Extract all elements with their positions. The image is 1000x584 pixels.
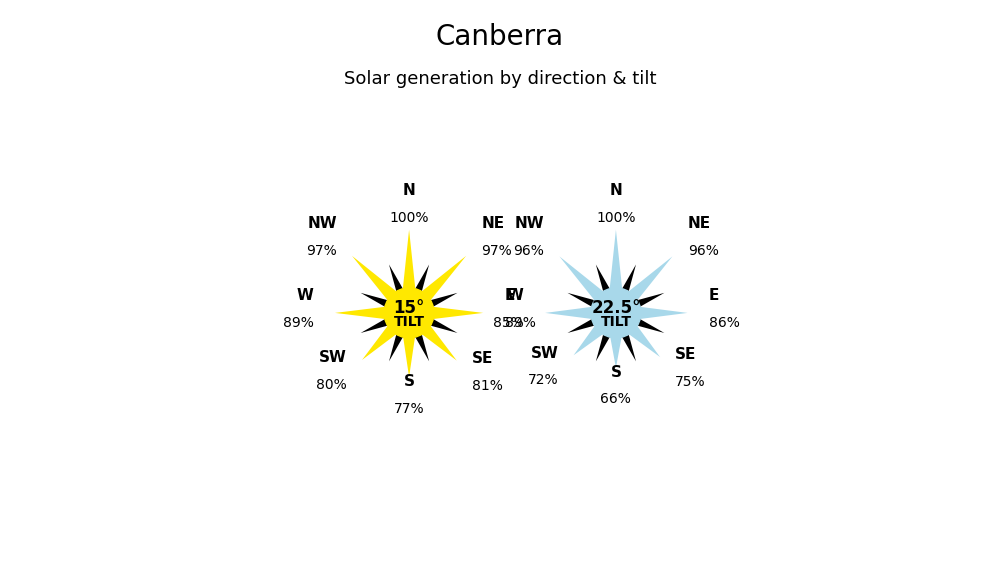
Text: 77%: 77% xyxy=(394,402,424,416)
Text: 97%: 97% xyxy=(481,244,512,258)
Text: Solar generation by direction & tilt: Solar generation by direction & tilt xyxy=(344,70,656,88)
Text: 75%: 75% xyxy=(675,376,706,390)
Text: TILT: TILT xyxy=(394,315,425,329)
Text: 86%: 86% xyxy=(709,316,740,330)
Polygon shape xyxy=(609,230,623,313)
Polygon shape xyxy=(409,313,457,360)
Polygon shape xyxy=(402,230,416,313)
Text: E: E xyxy=(709,288,719,303)
Polygon shape xyxy=(402,313,416,377)
Circle shape xyxy=(384,288,434,338)
Polygon shape xyxy=(574,313,616,355)
Text: 85%: 85% xyxy=(493,316,524,330)
Text: W: W xyxy=(507,288,524,303)
Polygon shape xyxy=(389,265,409,313)
Text: 22.5°: 22.5° xyxy=(591,300,641,318)
Text: SE: SE xyxy=(472,351,493,366)
Text: SW: SW xyxy=(530,346,558,361)
Polygon shape xyxy=(568,293,616,313)
Polygon shape xyxy=(409,313,457,333)
Text: NW: NW xyxy=(307,215,337,231)
Polygon shape xyxy=(559,256,616,313)
Polygon shape xyxy=(616,313,636,361)
Text: 100%: 100% xyxy=(596,211,636,225)
Text: S: S xyxy=(610,364,621,380)
Text: 81%: 81% xyxy=(472,379,503,393)
Polygon shape xyxy=(361,293,409,313)
Text: N: N xyxy=(610,183,622,198)
Text: E: E xyxy=(505,288,515,303)
Polygon shape xyxy=(409,313,429,361)
Text: 96%: 96% xyxy=(688,244,719,258)
Text: NE: NE xyxy=(688,216,711,231)
Text: 72%: 72% xyxy=(528,374,558,388)
Polygon shape xyxy=(596,313,616,361)
Text: 89%: 89% xyxy=(283,316,313,330)
Text: NW: NW xyxy=(515,216,544,231)
Polygon shape xyxy=(409,256,466,313)
Polygon shape xyxy=(616,313,660,357)
Polygon shape xyxy=(409,293,457,313)
Polygon shape xyxy=(616,313,664,333)
Polygon shape xyxy=(609,313,623,368)
Text: NE: NE xyxy=(481,215,505,231)
Text: TILT: TILT xyxy=(600,315,631,329)
Text: 66%: 66% xyxy=(600,392,631,406)
Text: 15°: 15° xyxy=(393,300,425,318)
Polygon shape xyxy=(409,306,483,320)
Polygon shape xyxy=(389,313,409,361)
Circle shape xyxy=(591,288,641,338)
Polygon shape xyxy=(362,313,409,360)
Text: W: W xyxy=(297,288,313,303)
Polygon shape xyxy=(409,265,429,313)
Polygon shape xyxy=(335,306,409,320)
Text: 96%: 96% xyxy=(513,244,544,258)
Text: Canberra: Canberra xyxy=(436,23,564,51)
Polygon shape xyxy=(616,306,687,320)
Text: 97%: 97% xyxy=(306,244,337,258)
Text: S: S xyxy=(404,374,415,389)
Polygon shape xyxy=(568,313,616,333)
Text: 89%: 89% xyxy=(505,316,536,330)
Polygon shape xyxy=(352,256,409,313)
Text: 100%: 100% xyxy=(389,211,429,225)
Text: 80%: 80% xyxy=(316,378,347,392)
Polygon shape xyxy=(616,265,636,313)
Text: SW: SW xyxy=(319,350,347,366)
Polygon shape xyxy=(596,265,616,313)
Text: N: N xyxy=(403,183,415,198)
Polygon shape xyxy=(616,256,672,313)
Polygon shape xyxy=(361,313,409,333)
Text: SE: SE xyxy=(675,347,697,363)
Polygon shape xyxy=(545,306,616,320)
Polygon shape xyxy=(616,293,664,313)
